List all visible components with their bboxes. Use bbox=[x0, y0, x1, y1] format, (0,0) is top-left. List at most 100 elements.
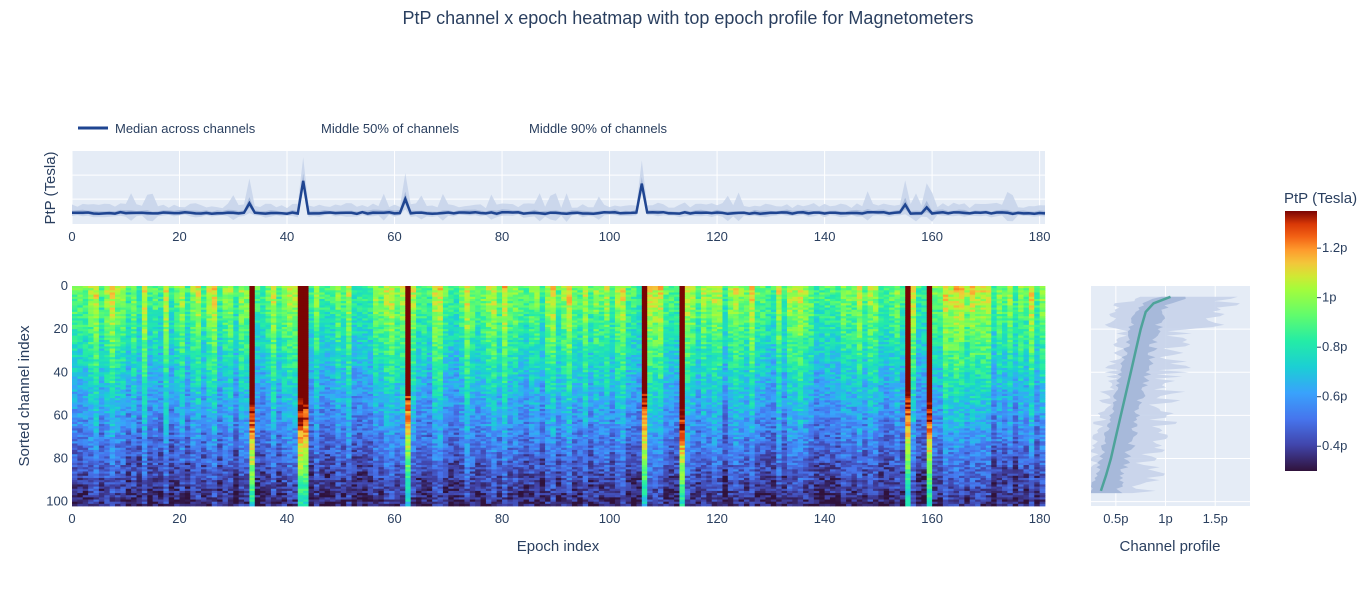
heatmap-cell bbox=[147, 292, 154, 296]
heatmap-cell bbox=[937, 290, 944, 293]
heatmap-cell bbox=[840, 294, 847, 298]
heatmap-cell bbox=[276, 290, 283, 293]
heatmap-cell bbox=[905, 294, 912, 298]
heatmap-cell bbox=[545, 292, 551, 296]
heatmap-cell bbox=[851, 292, 858, 296]
heatmap-cell bbox=[254, 286, 261, 289]
heatmap-cell bbox=[668, 288, 675, 291]
heatmap-cell bbox=[104, 292, 111, 296]
heatmap-cell bbox=[776, 286, 782, 289]
heatmap-cell bbox=[174, 290, 180, 293]
heatmap-cell bbox=[829, 288, 836, 291]
heatmap-cell bbox=[152, 292, 159, 296]
heatmap-cell bbox=[335, 290, 342, 293]
heatmap-cell bbox=[829, 290, 836, 293]
heatmap-cell bbox=[819, 294, 825, 298]
heatmap-cell bbox=[786, 288, 793, 291]
heatmap-cell bbox=[469, 294, 476, 298]
heatmap-cell bbox=[566, 288, 573, 291]
heatmap-cell bbox=[270, 286, 277, 289]
heatmap-cell bbox=[179, 286, 186, 289]
heatmap-cell bbox=[862, 288, 869, 291]
heatmap-cell bbox=[915, 288, 922, 291]
heatmap-cell bbox=[566, 294, 573, 298]
heatmap-cells[interactable] bbox=[72, 286, 1046, 507]
heatmap-cell bbox=[136, 292, 143, 296]
heatmap-cell bbox=[233, 290, 240, 293]
heatmap-cell bbox=[131, 294, 137, 298]
heatmap-cell bbox=[840, 292, 847, 296]
heatmap-cell bbox=[93, 290, 100, 293]
legend-median-label[interactable]: Median across channels bbox=[115, 121, 256, 136]
heatmap-cell bbox=[631, 290, 637, 293]
heatmap-cell bbox=[502, 290, 508, 293]
heatmap-cell bbox=[561, 288, 567, 291]
heatmap-cell bbox=[174, 286, 180, 289]
heatmap-cell bbox=[872, 286, 879, 289]
legend[interactable]: Median across channels Middle 50% of cha… bbox=[78, 121, 668, 136]
heatmap-cell bbox=[953, 294, 960, 298]
heatmap-cell bbox=[958, 292, 965, 296]
top-x-tick-0: 0 bbox=[68, 229, 75, 244]
heatmap-cell bbox=[609, 292, 616, 296]
heatmap-cell bbox=[351, 290, 358, 293]
heatmap-cell bbox=[846, 290, 852, 293]
heatmap-cell bbox=[383, 290, 390, 293]
heatmap-cell bbox=[356, 294, 363, 298]
heatmap-cell bbox=[770, 286, 777, 289]
heatmap-cell bbox=[577, 290, 584, 293]
legend-band90-label[interactable]: Middle 90% of channels bbox=[529, 121, 668, 136]
heatmap-cell bbox=[679, 290, 686, 293]
heatmap-cell bbox=[442, 290, 449, 293]
heatmap-cell bbox=[577, 292, 584, 296]
heatmap-cell bbox=[469, 288, 476, 291]
heatmap-cell bbox=[534, 288, 541, 291]
heatmap-cell bbox=[652, 286, 659, 289]
heatmap-cell bbox=[582, 286, 589, 289]
heatmap-cell bbox=[711, 288, 718, 291]
heatmap-cell bbox=[889, 290, 895, 293]
heatmap-cell bbox=[201, 288, 207, 291]
heatmap-cell bbox=[609, 290, 616, 293]
heatmap-cell bbox=[82, 288, 89, 291]
heatmap-cell bbox=[190, 286, 197, 289]
heatmap-cell bbox=[921, 288, 928, 291]
legend-band50-label[interactable]: Middle 50% of channels bbox=[321, 121, 460, 136]
heatmap-cell bbox=[770, 288, 777, 291]
heatmap-cell bbox=[217, 286, 223, 289]
heatmap-cell bbox=[168, 294, 175, 298]
heatmap-cell bbox=[281, 290, 288, 293]
heatmap-cell bbox=[727, 292, 734, 296]
heatmap-cell bbox=[588, 292, 594, 296]
heatmap-cell bbox=[829, 294, 836, 298]
heatmap-cell bbox=[469, 286, 476, 289]
heatmap-cell bbox=[614, 292, 621, 296]
heatmap-cell bbox=[88, 292, 94, 296]
heatmap-cell bbox=[663, 292, 670, 296]
heatmap-cell bbox=[550, 294, 557, 298]
heatmap-cell bbox=[808, 288, 815, 291]
heatmap-cell bbox=[598, 286, 605, 289]
heatmap-cell bbox=[453, 288, 460, 291]
heatmap-cell bbox=[706, 292, 713, 296]
heatmap-cell bbox=[115, 286, 121, 289]
heatmap-cell bbox=[905, 286, 912, 289]
heatmap-cell bbox=[545, 288, 551, 291]
heatmap-cell bbox=[749, 288, 756, 291]
heatmap-cell bbox=[539, 292, 546, 296]
heatmap-cell bbox=[491, 288, 498, 291]
heatmap-cell bbox=[797, 286, 804, 289]
heatmap-cell bbox=[249, 294, 256, 298]
heatmap-cell bbox=[867, 290, 874, 293]
heatmap-cell bbox=[598, 288, 605, 291]
heatmap-cell bbox=[598, 294, 605, 298]
heatmap-cell bbox=[969, 286, 976, 289]
heatmap-cell bbox=[405, 288, 412, 291]
heatmap-cell bbox=[518, 292, 524, 296]
heatmap-cell bbox=[480, 286, 487, 289]
heatmap-cell bbox=[674, 288, 680, 291]
heatmap-cell bbox=[991, 290, 998, 293]
heatmap-cell bbox=[109, 286, 116, 289]
heatmap-cell bbox=[765, 292, 772, 296]
heatmap-cell bbox=[152, 290, 159, 293]
